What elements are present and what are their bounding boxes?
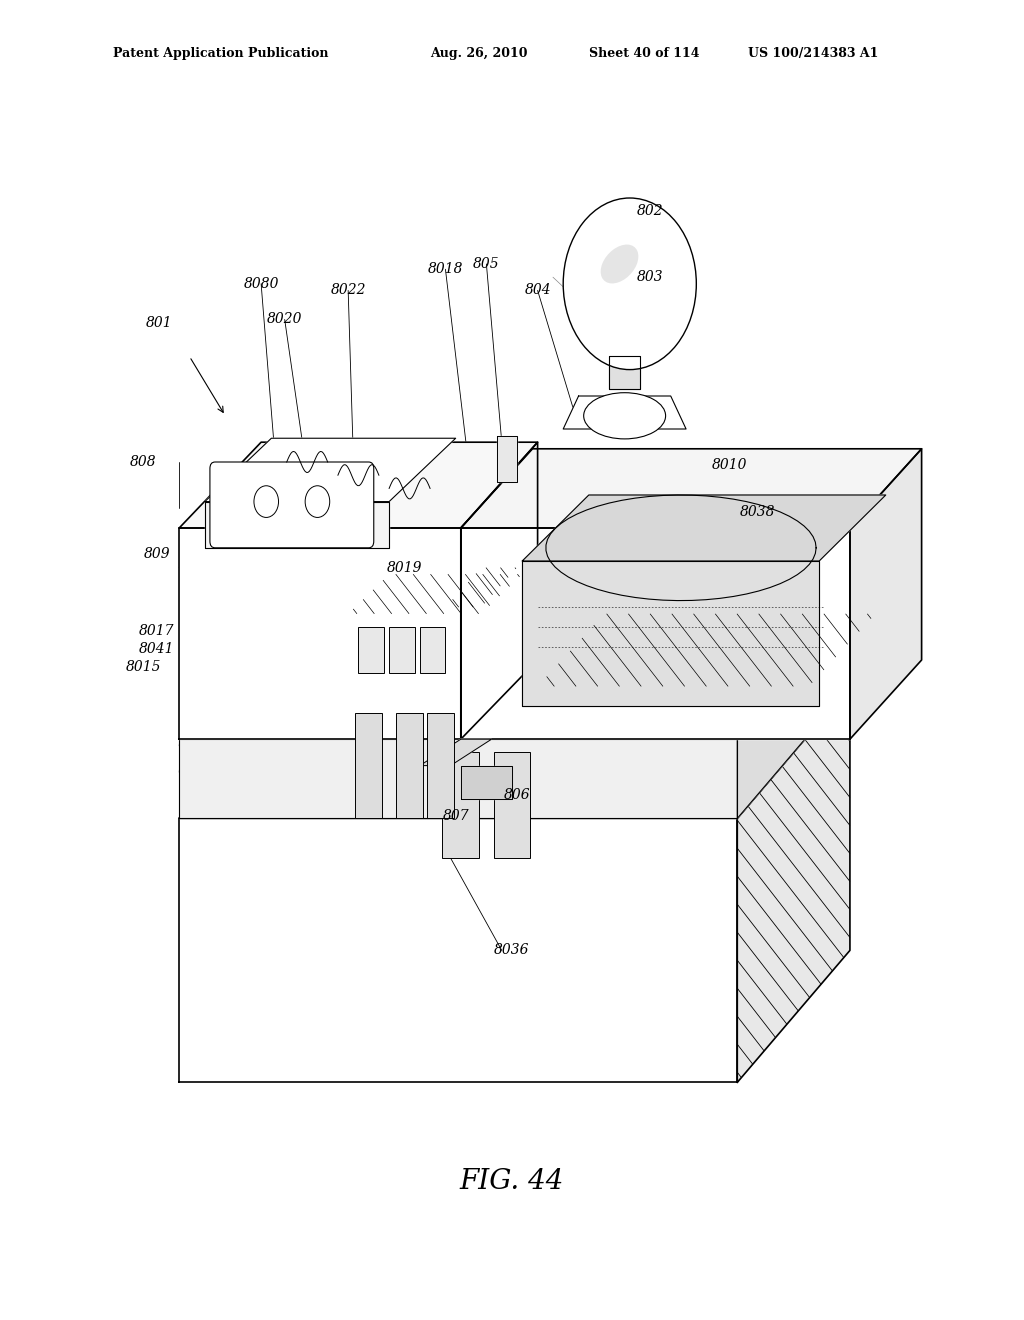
Polygon shape: [522, 561, 819, 706]
Text: 8010: 8010: [712, 458, 746, 471]
Polygon shape: [179, 607, 850, 739]
Text: 807: 807: [442, 809, 469, 822]
Text: 8017: 8017: [139, 624, 174, 638]
Text: 8036: 8036: [495, 944, 529, 957]
Circle shape: [305, 486, 330, 517]
Polygon shape: [737, 607, 850, 818]
Text: Sheet 40 of 114: Sheet 40 of 114: [589, 46, 699, 59]
Polygon shape: [179, 818, 737, 1082]
Text: 806: 806: [504, 788, 530, 801]
Text: 805: 805: [473, 257, 500, 271]
Polygon shape: [461, 528, 850, 739]
Text: 809: 809: [143, 548, 170, 561]
Text: 802: 802: [637, 205, 664, 218]
Bar: [442, 752, 479, 858]
Polygon shape: [461, 442, 538, 739]
Text: Patent Application Publication: Patent Application Publication: [113, 46, 328, 59]
Text: US 100/214383 A1: US 100/214383 A1: [748, 46, 878, 59]
Polygon shape: [522, 495, 886, 561]
Circle shape: [563, 198, 696, 370]
Text: 8019: 8019: [387, 561, 422, 574]
Polygon shape: [179, 739, 737, 818]
Text: Aug. 26, 2010: Aug. 26, 2010: [430, 46, 527, 59]
Text: 8041: 8041: [139, 643, 174, 656]
Polygon shape: [609, 356, 640, 389]
Polygon shape: [205, 502, 389, 548]
Polygon shape: [461, 766, 512, 799]
Polygon shape: [179, 442, 538, 528]
Polygon shape: [420, 739, 492, 766]
Ellipse shape: [601, 244, 638, 284]
Polygon shape: [497, 436, 517, 482]
Text: 8038: 8038: [740, 506, 775, 519]
Ellipse shape: [584, 393, 666, 438]
Bar: [389, 627, 415, 673]
Text: FIG. 44: FIG. 44: [460, 1168, 564, 1195]
Text: 804: 804: [524, 284, 551, 297]
Polygon shape: [205, 438, 456, 502]
Bar: [427, 713, 454, 818]
Bar: [396, 713, 423, 818]
Text: 808: 808: [130, 455, 157, 469]
Bar: [494, 752, 530, 858]
Text: 803: 803: [637, 271, 664, 284]
FancyBboxPatch shape: [210, 462, 374, 548]
Polygon shape: [461, 449, 922, 528]
Circle shape: [254, 486, 279, 517]
Polygon shape: [179, 686, 850, 818]
Polygon shape: [179, 528, 461, 739]
Polygon shape: [563, 396, 686, 429]
Bar: [358, 627, 384, 673]
Text: 8018: 8018: [428, 263, 463, 276]
Polygon shape: [737, 686, 850, 1082]
Text: 801: 801: [145, 317, 172, 330]
Text: 8080: 8080: [244, 277, 279, 290]
Bar: [420, 627, 445, 673]
Polygon shape: [850, 449, 922, 739]
Bar: [355, 713, 382, 818]
Text: 8020: 8020: [267, 313, 302, 326]
Text: 8022: 8022: [331, 284, 366, 297]
Text: 8015: 8015: [126, 660, 161, 673]
